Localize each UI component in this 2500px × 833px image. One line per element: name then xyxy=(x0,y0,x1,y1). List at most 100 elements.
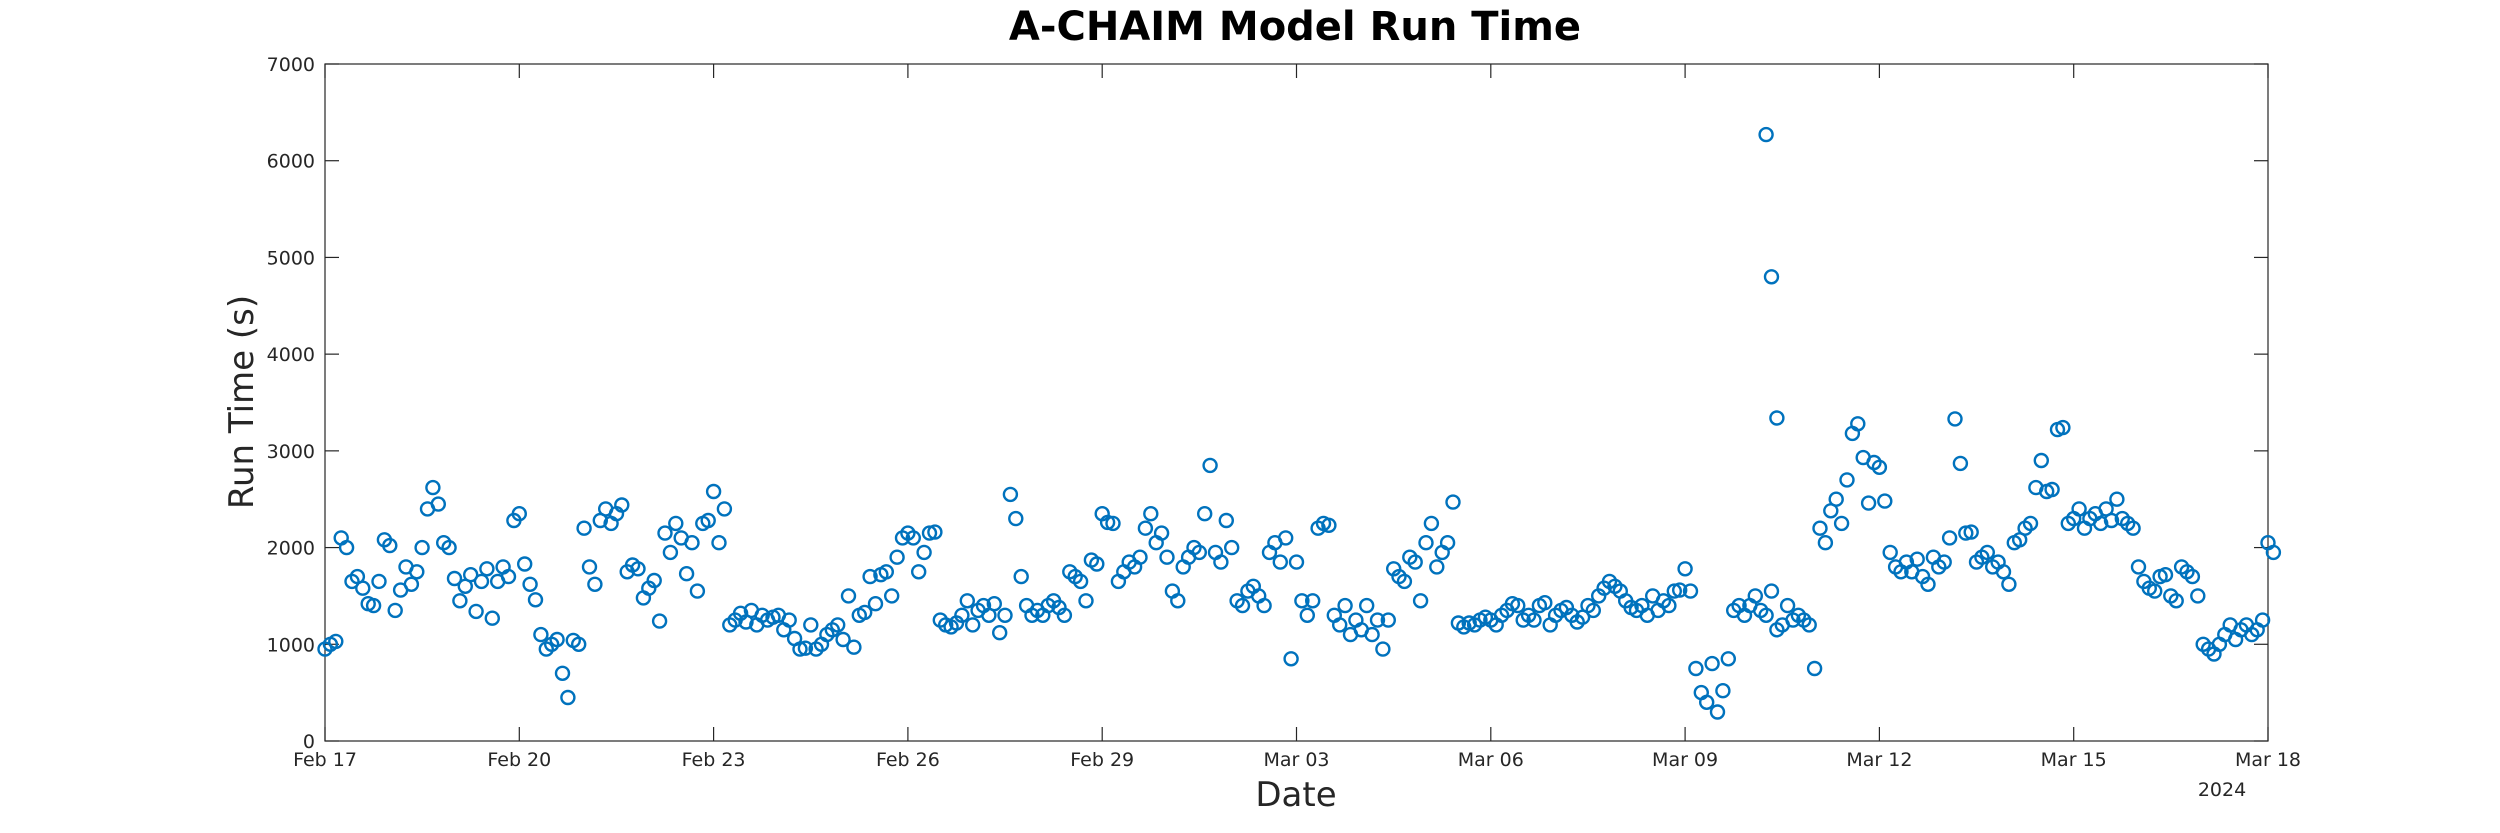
data-point xyxy=(409,564,425,580)
data-point xyxy=(781,612,797,628)
data-point xyxy=(1833,515,1850,532)
data-point xyxy=(1304,593,1321,609)
data-point xyxy=(1369,612,1386,628)
x-tick-label: Mar 09 xyxy=(1652,749,1718,771)
data-point xyxy=(1763,269,1780,285)
data-point xyxy=(1758,607,1774,623)
data-point xyxy=(1860,495,1877,511)
data-point xyxy=(1013,568,1029,585)
x-tick-label: Mar 06 xyxy=(1458,749,1524,771)
data-point xyxy=(403,576,420,592)
data-point xyxy=(1709,704,1726,720)
data-point xyxy=(1763,583,1780,599)
data-point xyxy=(1380,612,1397,628)
data-point xyxy=(1321,517,1337,533)
data-point xyxy=(2071,501,2087,517)
data-point xyxy=(846,639,862,655)
x-tick-label: Mar 12 xyxy=(1846,749,1912,771)
chart-title: A-CHAIM Model Run Time xyxy=(1009,4,1581,50)
data-point xyxy=(2168,593,2184,609)
data-point xyxy=(463,567,479,583)
data-point xyxy=(1958,525,1974,541)
data-point xyxy=(889,549,905,565)
data-point xyxy=(646,572,662,589)
data-point xyxy=(1871,459,1888,475)
data-point xyxy=(1078,593,1094,609)
data-point xyxy=(2125,520,2141,536)
data-point xyxy=(1877,493,1893,509)
data-point xyxy=(365,597,382,614)
data-point xyxy=(1920,576,1936,592)
data-point xyxy=(959,593,975,609)
data-point xyxy=(678,566,695,582)
data-point xyxy=(2157,567,2174,583)
y-axis: 0 1000 2000 3000 4000 5000 6000 7000 xyxy=(267,54,2268,753)
x-tick-label: Mar 03 xyxy=(1263,749,1329,771)
data-point xyxy=(1196,506,1213,522)
data-point xyxy=(927,524,943,540)
data-point xyxy=(371,573,387,590)
data-point xyxy=(835,631,851,648)
data-point xyxy=(1337,597,1353,614)
data-point xyxy=(916,544,932,561)
data-point xyxy=(1277,530,1294,546)
data-point xyxy=(1758,126,1774,143)
x-tick-label: Feb 26 xyxy=(876,749,940,771)
data-point xyxy=(1272,554,1289,570)
data-point xyxy=(1682,583,1699,599)
data-point xyxy=(965,617,981,633)
x-tick-label: Feb 29 xyxy=(1070,749,1134,771)
data-point xyxy=(797,640,814,656)
data-point xyxy=(468,603,484,620)
data-point xyxy=(1089,556,1105,572)
data-point xyxy=(2146,583,2163,599)
data-point xyxy=(1056,607,1073,623)
data-point xyxy=(500,568,517,585)
data-point xyxy=(1099,514,1116,531)
data-point xyxy=(700,512,716,529)
data-point xyxy=(716,501,733,517)
data-point xyxy=(997,607,1013,623)
data-point xyxy=(560,689,576,706)
year-label: 2024 xyxy=(2198,779,2246,801)
data-point xyxy=(549,631,565,648)
data-point xyxy=(954,607,970,623)
x-axis: Feb 17 Feb 20 Feb 23 Feb 26 Feb 29 Mar 03 Mar … xyxy=(293,64,2301,771)
y-tick-label: 6000 xyxy=(267,151,315,173)
data-point xyxy=(1537,595,1553,611)
data-point xyxy=(581,559,598,575)
data-point xyxy=(2265,544,2282,561)
data-point xyxy=(355,580,371,596)
y-tick-label: 0 xyxy=(303,731,315,753)
data-point xyxy=(1941,530,1958,546)
data-point xyxy=(446,570,463,587)
y-axis-title: Run Time (s) xyxy=(222,295,262,509)
data-point xyxy=(2190,588,2206,604)
data-point xyxy=(711,535,727,551)
data-point xyxy=(1218,512,1235,529)
data-point xyxy=(1202,457,1218,474)
data-point xyxy=(921,525,938,541)
data-point xyxy=(527,592,544,608)
x-tick-label: Mar 18 xyxy=(2235,749,2301,771)
data-point xyxy=(992,625,1008,641)
data-point xyxy=(1213,554,1229,570)
data-point xyxy=(857,604,873,621)
data-point xyxy=(1143,506,1159,522)
data-point xyxy=(1191,544,1208,561)
data-point xyxy=(2254,612,2271,628)
data-point xyxy=(905,530,921,546)
data-point xyxy=(1439,535,1456,551)
data-point xyxy=(792,641,808,657)
data-point xyxy=(1585,602,1602,619)
data-point xyxy=(1769,410,1785,426)
data-point xyxy=(1283,651,1299,667)
data-point xyxy=(1688,660,1704,677)
data-point xyxy=(1698,694,1715,710)
data-point xyxy=(614,497,630,513)
data-point xyxy=(1720,651,1737,667)
data-point xyxy=(986,596,1002,612)
data-point xyxy=(911,564,927,580)
data-point xyxy=(1072,573,1089,590)
data-point xyxy=(2044,481,2060,498)
